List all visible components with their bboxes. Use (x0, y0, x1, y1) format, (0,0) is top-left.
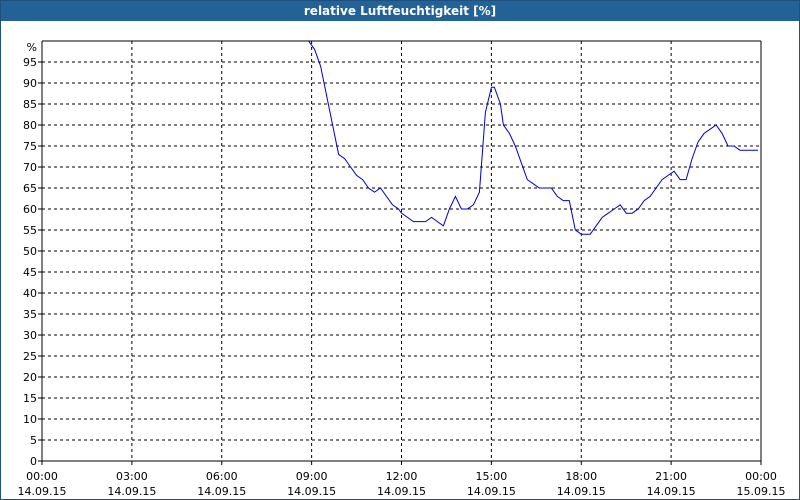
x-tick-date: 15.09.15 (737, 485, 786, 498)
y-tick-label: 80 (23, 119, 37, 132)
y-tick-label: 55 (23, 224, 37, 237)
y-tick-labels: 0 5 10 15 20 25 30 35 40 45 50 55 60 65 70 75 80 85 90 95 (23, 56, 37, 468)
x-tick-time: 09:00 (296, 470, 328, 483)
x-tick-date: 14.09.15 (557, 485, 606, 498)
y-tick-label: 20 (23, 371, 37, 384)
y-tick-label: 90 (23, 77, 37, 90)
y-tick-label: 85 (23, 98, 37, 111)
y-tick-label: 30 (23, 329, 37, 342)
x-tick-time: 15:00 (476, 470, 508, 483)
x-tick-date: 14.09.15 (467, 485, 516, 498)
x-tick-date: 14.09.15 (197, 485, 246, 498)
x-tick-time: 03:00 (116, 470, 148, 483)
y-tick-label: 95 (23, 56, 37, 69)
y-tick-label: 35 (23, 308, 37, 321)
x-tick-labels: 00:00 14.09.15 03:00 14.09.15 06:00 14.09.15 0… (18, 470, 786, 498)
y-tick-label: 65 (23, 182, 37, 195)
y-tick-label: 60 (23, 203, 37, 216)
x-tick-time: 06:00 (206, 470, 238, 483)
x-tick-date: 14.09.15 (647, 485, 696, 498)
y-tick-label: 40 (23, 287, 37, 300)
x-tick-date: 14.09.15 (107, 485, 156, 498)
x-tick-time: 00:00 (26, 470, 58, 483)
y-tick-label: 25 (23, 350, 37, 363)
y-axis-label: % (27, 41, 37, 54)
x-tick-time: 18:00 (565, 470, 597, 483)
y-tick-label: 10 (23, 413, 37, 426)
y-tick-label: 70 (23, 161, 37, 174)
y-tick-label: 5 (30, 434, 37, 447)
series-layer (308, 40, 758, 235)
y-tick-label: 75 (23, 140, 37, 153)
x-tick-date: 14.09.15 (377, 485, 426, 498)
chart-title: relative Luftfeuchtigkeit [%] (1, 1, 799, 21)
humidity-line (308, 40, 758, 235)
y-tick-label: 15 (23, 392, 37, 405)
y-tick-label: 45 (23, 266, 37, 279)
y-tick-label: 50 (23, 245, 37, 258)
x-tick-date: 14.09.15 (287, 485, 336, 498)
x-tick-date: 14.09.15 (18, 485, 67, 498)
x-tick-time: 12:00 (386, 470, 418, 483)
y-tick-label: 0 (30, 455, 37, 468)
x-tick-time: 00:00 (745, 470, 777, 483)
axes (38, 40, 762, 465)
grid-lines (42, 41, 761, 461)
x-tick-time: 21:00 (655, 470, 687, 483)
